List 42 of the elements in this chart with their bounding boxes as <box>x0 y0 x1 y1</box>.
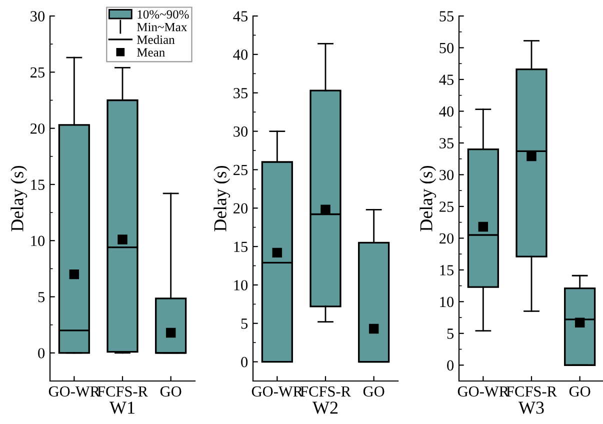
y-tick-label: 35 <box>234 88 248 98</box>
y-tick-label: 50 <box>440 42 454 54</box>
x-axis-title: W1 <box>109 402 134 414</box>
y-tick-label: 25 <box>440 202 454 212</box>
y-tick-label: 30 <box>440 170 454 180</box>
annotation: Mean <box>137 48 165 57</box>
y-tick-label: 0 <box>447 360 454 371</box>
y-axis-title: Delay (s) <box>214 166 230 232</box>
y-tick-label: 10 <box>31 236 45 246</box>
y-tick-label: 40 <box>233 50 248 60</box>
y-tick-label: 0 <box>38 348 45 358</box>
y-tick-label: 25 <box>30 67 45 78</box>
x-axis-title: W3 <box>518 402 544 414</box>
y-axis-title: Delay (s) <box>420 166 436 232</box>
y-tick-label: 10 <box>234 280 248 290</box>
x-tick-label: GO <box>569 386 590 397</box>
y-tick-label: 45 <box>233 11 248 22</box>
y-tick-label: 30 <box>234 126 248 137</box>
y-tick-label: 55 <box>440 11 454 22</box>
x-axis-title: W2 <box>312 402 338 414</box>
annotation: 10%~90% <box>138 10 189 19</box>
annotation: Median <box>137 35 175 44</box>
y-tick-label: 45 <box>439 74 454 85</box>
x-tick-label: GO <box>160 386 182 397</box>
annotation: Min~Max <box>137 22 188 32</box>
y-tick-label: 15 <box>440 265 454 276</box>
y-tick-label: 40 <box>439 106 454 117</box>
y-tick-label: 15 <box>31 180 45 190</box>
y-tick-label: 5 <box>38 292 45 302</box>
y-tick-label: 20 <box>30 123 45 134</box>
x-tick-label: GO <box>363 386 384 397</box>
y-tick-label: 0 <box>241 356 248 368</box>
y-tick-label: 20 <box>234 203 248 214</box>
y-tick-label: 25 <box>234 164 248 176</box>
y-tick-label: 35 <box>440 138 454 148</box>
y-tick-label: 20 <box>440 233 454 244</box>
y-tick-label: 5 <box>447 328 454 339</box>
y-tick-label: 5 <box>241 318 248 329</box>
y-axis-title: Delay (s) <box>10 166 28 232</box>
y-tick-label: 10 <box>440 296 454 308</box>
y-tick-label: 30 <box>30 11 45 22</box>
y-tick-label: 15 <box>234 242 248 252</box>
